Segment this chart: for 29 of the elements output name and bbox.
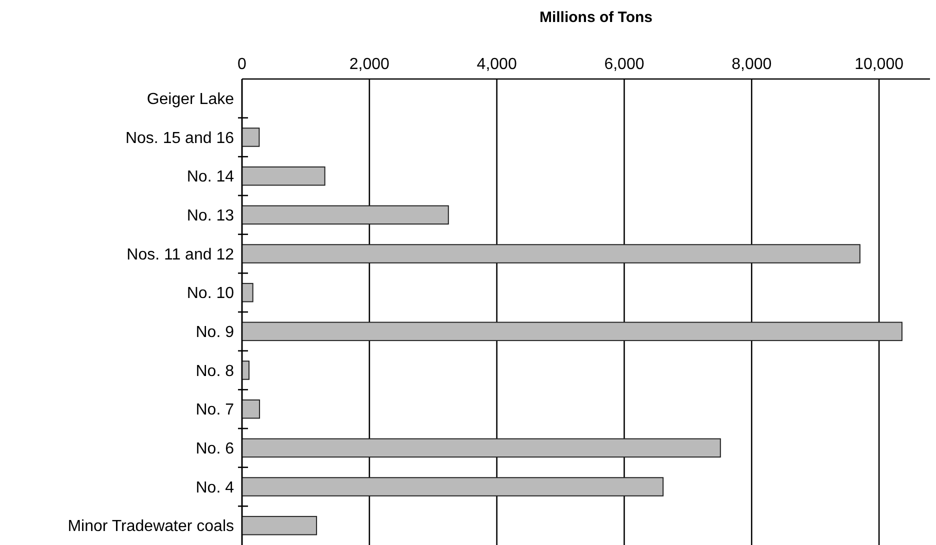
y-tick-label: No. 14 xyxy=(186,168,234,186)
bar xyxy=(242,166,326,186)
y-tick-label: No. 13 xyxy=(186,208,234,225)
y-tick-label: Nos. 11 and 12 xyxy=(126,246,234,264)
bar xyxy=(242,128,260,147)
y-tick-label: No. 7 xyxy=(196,402,234,419)
x-axis-title: Millions of Tons xyxy=(539,9,653,26)
y-tick-label: No. 9 xyxy=(196,324,234,342)
y-tick-label: No. 4 xyxy=(196,479,234,496)
bar xyxy=(242,477,664,496)
bar xyxy=(242,244,860,264)
y-tick-label: No. 6 xyxy=(196,440,234,458)
y-tick-label: Minor Tradewater coals xyxy=(68,518,234,536)
y-tick-label: Geiger Lake xyxy=(146,91,234,108)
x-tick-label: 6,000 xyxy=(604,56,644,73)
y-tick-label: No. 8 xyxy=(196,362,234,380)
y-tick-label: No. 10 xyxy=(186,285,234,302)
x-tick-label: 8,000 xyxy=(732,56,772,73)
x-tick-label: 4,000 xyxy=(476,56,517,73)
x-tick-label: 10,000 xyxy=(854,56,904,73)
bar xyxy=(242,399,260,419)
bar xyxy=(242,282,254,302)
x-tick-label: 2,000 xyxy=(349,56,390,73)
bar xyxy=(242,516,318,536)
bar xyxy=(242,438,721,458)
bar xyxy=(242,205,449,225)
bar xyxy=(242,322,902,342)
y-tick-label: Nos. 15 and 16 xyxy=(125,130,234,147)
x-tick-label: 0 xyxy=(238,56,247,73)
